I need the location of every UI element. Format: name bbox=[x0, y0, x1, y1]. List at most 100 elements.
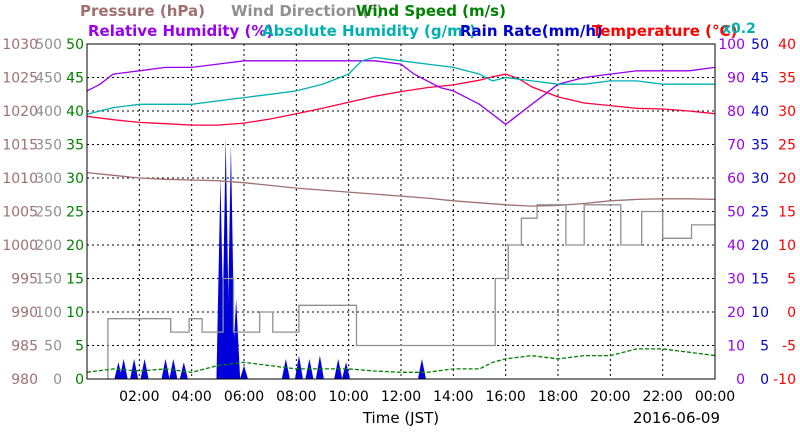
wind_speed-tick-label: 10 bbox=[66, 305, 84, 321]
humidity-tick-label: 70 bbox=[727, 138, 745, 154]
wind_speed-tick-label: 45 bbox=[66, 71, 84, 87]
wind_speed-tick-label: 50 bbox=[66, 37, 84, 53]
x-tick-label: 10:00 bbox=[328, 389, 368, 405]
rain-rate-area bbox=[114, 137, 426, 379]
rain-tick-label: 5 bbox=[760, 339, 769, 355]
humidity-tick-label: 0 bbox=[736, 372, 745, 388]
rain-spike bbox=[140, 358, 149, 379]
temperature-tick-label: -10 bbox=[773, 372, 796, 388]
wind_speed-tick-label: 40 bbox=[66, 104, 84, 120]
pressure-tick-label: 990 bbox=[11, 305, 38, 321]
chart-title-row2: Rain Rate(mm/h) bbox=[460, 22, 603, 40]
chart-title-row2: Absolute Humidity (g/m³) bbox=[262, 22, 476, 40]
x-axis-title: Time (JST) bbox=[362, 409, 439, 427]
pressure-tick-label: 985 bbox=[11, 339, 38, 355]
wind_direction-tick-label: 450 bbox=[35, 71, 62, 87]
wind_speed-tick-label: 25 bbox=[66, 205, 84, 221]
temperature-tick-label: 30 bbox=[778, 104, 796, 120]
temperature-tick-label: 40 bbox=[778, 37, 796, 53]
wind_speed-tick-label: 35 bbox=[66, 138, 84, 154]
humidity-tick-label: 50 bbox=[727, 205, 745, 221]
x-tick-label: 18:00 bbox=[538, 389, 578, 405]
rain-spike bbox=[119, 358, 128, 379]
wind_direction-tick-label: 0 bbox=[53, 372, 62, 388]
rain-tick-label: 20 bbox=[751, 238, 769, 254]
rain-spike bbox=[417, 358, 426, 379]
x-tick-label: 04:00 bbox=[171, 389, 211, 405]
wind_speed-tick-label: 30 bbox=[66, 171, 84, 187]
wind_speed-tick-label: 20 bbox=[66, 238, 84, 254]
x-tick-label: 12:00 bbox=[381, 389, 421, 405]
rain-spike bbox=[294, 355, 303, 379]
wind_speed-tick-label: 0 bbox=[75, 372, 84, 388]
pressure-tick-label: 1025 bbox=[2, 71, 38, 87]
multiplier-note: x0.2 bbox=[722, 21, 756, 37]
temperature-tick-label: 35 bbox=[778, 71, 796, 87]
rain-tick-label: 35 bbox=[751, 138, 769, 154]
humidity-tick-label: 40 bbox=[727, 238, 745, 254]
series-line-humidity bbox=[86, 56, 715, 115]
chart-titles: Pressure (hPa) Wind Direction (°)Wind Spe… bbox=[80, 2, 756, 40]
wind_direction-tick-label: 400 bbox=[35, 104, 62, 120]
pressure-tick-label: 1020 bbox=[2, 104, 38, 120]
wind_speed-tick-label: 5 bbox=[75, 339, 84, 355]
chart-title-row1: Wind Speed (m/s) bbox=[356, 2, 506, 20]
chart-title-row2: Relative Humidity (%) bbox=[88, 22, 273, 40]
x-tick-label: 02:00 bbox=[119, 389, 159, 405]
rain-tick-label: 15 bbox=[751, 272, 769, 288]
humidity-tick-label: 60 bbox=[727, 171, 745, 187]
rain-spike bbox=[226, 144, 235, 379]
x-tick-label: 16:00 bbox=[485, 389, 525, 405]
series-line-wind_speed bbox=[86, 348, 716, 373]
rain-tick-label: 40 bbox=[751, 104, 769, 120]
wind_direction-tick-label: 50 bbox=[44, 339, 62, 355]
x-axis: 02:00 04:00 06:00 08:00 10:00 12:00 14:00 16:00… bbox=[119, 389, 735, 405]
left-axes: 9809859909951000100510101015102010251030… bbox=[2, 37, 84, 388]
pressure-tick-label: 1010 bbox=[2, 171, 38, 187]
wind_speed-tick-label: 15 bbox=[66, 272, 84, 288]
rain-tick-label: 30 bbox=[751, 171, 769, 187]
chart-grid bbox=[87, 44, 715, 379]
x-tick-label: 06:00 bbox=[224, 389, 264, 405]
rain-spike bbox=[240, 365, 248, 379]
wind_direction-tick-label: 200 bbox=[35, 238, 62, 254]
chart-title-row1: Pressure (hPa) bbox=[80, 2, 205, 20]
rain-spike bbox=[281, 358, 290, 379]
temperature-tick-label: 25 bbox=[778, 138, 796, 154]
pressure-tick-label: 995 bbox=[11, 272, 38, 288]
x-tick-label: 08:00 bbox=[276, 389, 316, 405]
wind_direction-tick-label: 100 bbox=[35, 305, 62, 321]
right-axes: 0 10 20 30 40 50 60 70 80 90 100 0 5 10 15 20 25 30 35 40 45… bbox=[718, 37, 796, 388]
series-line-temperature bbox=[86, 73, 716, 126]
humidity-tick-label: 90 bbox=[727, 71, 745, 87]
wind_direction-tick-label: 300 bbox=[35, 171, 62, 187]
pressure-tick-label: 1015 bbox=[2, 138, 38, 154]
chart-title-row1: Wind Direction (°) bbox=[231, 2, 383, 20]
temperature-tick-label: 10 bbox=[778, 238, 796, 254]
rain-tick-label: 45 bbox=[751, 71, 769, 87]
temperature-tick-label: 0 bbox=[787, 305, 796, 321]
temperature-tick-label: 20 bbox=[778, 171, 796, 187]
chart-date: 2016-06-09 bbox=[633, 409, 720, 427]
humidity-tick-label: 80 bbox=[727, 104, 745, 120]
wind_direction-tick-label: 250 bbox=[35, 205, 62, 221]
rain-spike bbox=[342, 362, 351, 379]
series-line-wind_direction bbox=[107, 204, 715, 379]
wind_direction-tick-label: 350 bbox=[35, 138, 62, 154]
rain-tick-label: 10 bbox=[751, 305, 769, 321]
chart-title-row2: Temperature (°C) bbox=[592, 22, 737, 40]
pressure-tick-label: 980 bbox=[11, 372, 38, 388]
x-tick-label: 14:00 bbox=[433, 389, 473, 405]
pressure-tick-label: 1030 bbox=[2, 37, 38, 53]
rain-spike bbox=[114, 362, 123, 379]
x-tick-label: 00:00 bbox=[695, 389, 735, 405]
rain-spike bbox=[130, 358, 139, 379]
humidity-tick-label: 20 bbox=[727, 305, 745, 321]
series-line-humidity bbox=[86, 60, 716, 126]
rain-tick-label: 50 bbox=[751, 37, 769, 53]
x-tick-label: 22:00 bbox=[642, 389, 682, 405]
humidity-tick-label: 30 bbox=[727, 272, 745, 288]
humidity-tick-label: 100 bbox=[718, 37, 745, 53]
temperature-tick-label: 15 bbox=[778, 205, 796, 221]
rain-tick-label: 25 bbox=[751, 205, 769, 221]
